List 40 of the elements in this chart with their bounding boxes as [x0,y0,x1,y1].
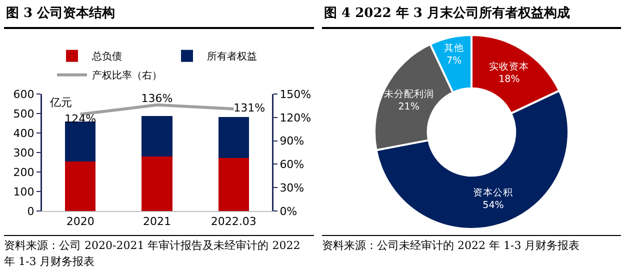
slice-label: 其他 [444,42,464,54]
data-label: 18% [498,74,520,85]
data-label: 131% [234,102,266,115]
chart-title: 图 3 公司资本结构 [4,0,314,29]
y-axis-title: 亿元 [49,96,72,109]
text: 资料来源：公司 2020-2021 年审计报告及未经审计的 2022 年 1-3 月财务报表 [4,235,314,274]
data-label: 7% [446,56,462,67]
y-tick-label: 100 [13,185,34,198]
y2-tick-label: 30% [280,181,304,194]
y-tick-label: 400 [13,126,34,140]
data-label: 136% [141,92,173,106]
legend-label: 所有者权益 [207,50,257,63]
y-tick-label: 600 [13,88,34,101]
bar [65,161,96,211]
data-label: 21% [398,101,420,112]
legend-label: 产权比率（右） [92,70,162,82]
y-tick-label: 500 [13,107,34,120]
bar [142,116,172,156]
x-tick-label: 2021 [143,215,171,228]
slice-label: 资本公积 [473,186,514,199]
y-tick-label: 200 [13,166,34,179]
bar [218,158,249,211]
y2-tick-label: 150% [280,88,312,101]
bar [218,117,249,158]
x-tick-label: 2020 [66,215,94,228]
slice-label: 未分配利润 [384,88,434,100]
bar [65,121,96,162]
y2-tick-label: 120% [280,111,312,124]
legend-label: 总负债 [91,50,122,63]
slice-label: 实收资本 [489,60,530,72]
chart-title: 图 4 2022 年 3 月末公司所有者权益构成 [322,0,621,29]
y2-tick-label: 90% [280,134,304,148]
y2-tick-label: 0% [280,204,298,218]
bar [142,156,172,211]
x-tick-label: 2022.03 [210,215,256,228]
y-tick-label: 300 [13,146,34,160]
y-tick-label: 0 [27,204,34,218]
y2-tick-label: 60% [280,158,304,172]
data-label: 54% [482,200,504,212]
text: 资料来源：公司未经审计的 2022 年 1-3 月财务报表 [322,235,621,274]
